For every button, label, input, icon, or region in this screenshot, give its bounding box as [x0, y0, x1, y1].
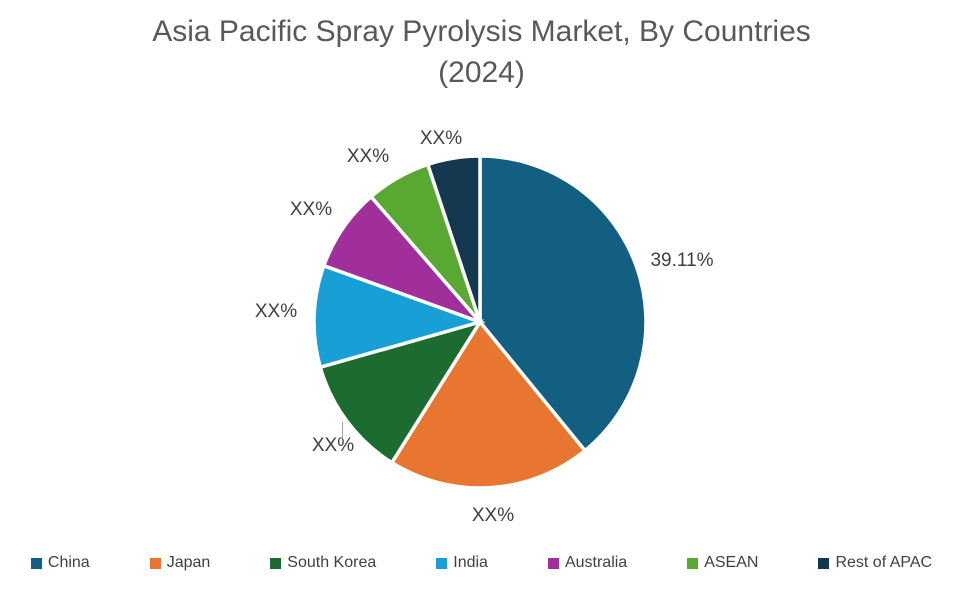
legend-label-south-korea: South Korea [287, 554, 377, 571]
legend-label-japan: Japan [166, 554, 211, 571]
legend-swatch-india [436, 557, 448, 569]
chart-title-line1: Asia Pacific Spray Pyrolysis Market, By … [152, 15, 811, 48]
label-leader-line [342, 422, 343, 439]
legend-item-asean: ASEAN [687, 554, 758, 572]
legend-item-india: India [436, 554, 488, 572]
pie-slice-rest-of-apac [425, 154, 482, 323]
legend-swatch-japan [149, 557, 161, 569]
pie-slice-china [478, 154, 648, 454]
legend-label-rest-of-apac: Rest of APAC [835, 554, 933, 571]
slice-label-rest-of-apac: XX% [419, 128, 463, 149]
legend: China Japan South Korea India Australia ASEAN… [0, 554, 963, 572]
slice-label-australia: XX% [289, 199, 333, 220]
slice-label-south-korea: XX% [311, 435, 355, 456]
slice-label-india: XX% [254, 301, 298, 322]
slice-label-asean: XX% [346, 146, 390, 167]
legend-item-rest-of-apac: Rest of APAC [818, 554, 932, 572]
legend-label-china: China [47, 554, 90, 571]
legend-swatch-china [30, 557, 42, 569]
legend-item-china: China [30, 554, 90, 572]
legend-swatch-rest-of-apac [818, 557, 830, 569]
legend-item-australia: Australia [547, 554, 628, 572]
chart-title-line2: (2024) [438, 56, 525, 89]
legend-item-south-korea: South Korea [270, 554, 376, 572]
pie-slice-japan [389, 319, 588, 490]
pie-slice-india [312, 263, 486, 370]
legend-label-asean: ASEAN [704, 554, 759, 571]
legend-swatch-south-korea [270, 557, 282, 569]
legend-label-australia: Australia [564, 554, 628, 571]
slice-label-japan: XX% [471, 505, 515, 526]
legend-item-japan: Japan [149, 554, 211, 572]
legend-swatch-asean [687, 557, 699, 569]
slice-label-china: 39.11% [650, 250, 714, 271]
chart-title: Asia Pacific Spray Pyrolysis Market, By … [0, 11, 963, 93]
legend-label-india: India [453, 554, 488, 571]
legend-swatch-australia [547, 557, 559, 569]
